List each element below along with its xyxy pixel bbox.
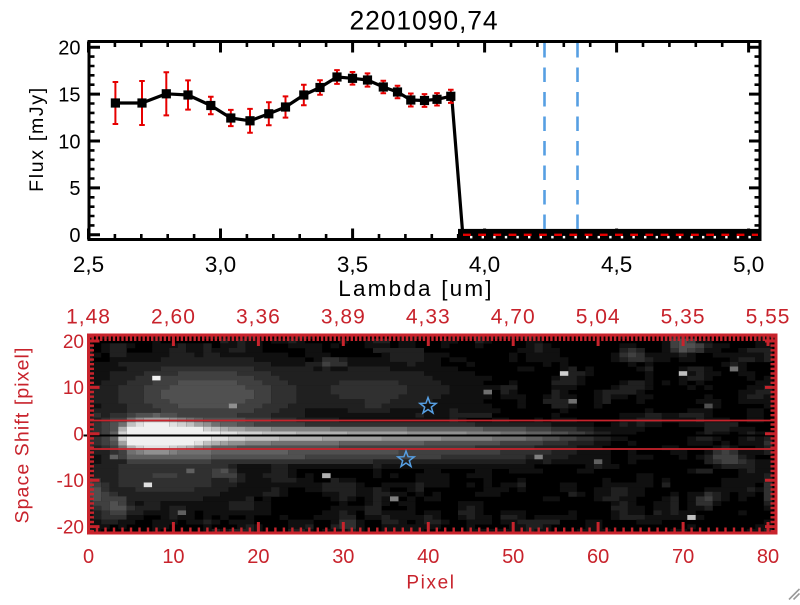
svg-text:30: 30 xyxy=(332,546,354,568)
svg-text:50: 50 xyxy=(502,546,524,568)
svg-text:0: 0 xyxy=(69,225,80,247)
svg-text:0: 0 xyxy=(83,546,94,568)
svg-text:Pixel: Pixel xyxy=(406,573,455,594)
svg-text:5,35: 5,35 xyxy=(661,306,706,329)
svg-text:5,55: 5,55 xyxy=(746,306,791,329)
svg-text:0: 0 xyxy=(73,425,84,446)
svg-text:5,0: 5,0 xyxy=(733,252,764,277)
svg-text:10: 10 xyxy=(162,546,184,568)
svg-text:4,5: 4,5 xyxy=(601,252,632,277)
svg-text:2,60: 2,60 xyxy=(151,306,196,329)
svg-text:60: 60 xyxy=(587,546,609,568)
svg-text:2,5: 2,5 xyxy=(73,252,104,277)
svg-text:Flux [mJy]: Flux [mJy] xyxy=(26,86,48,192)
svg-text:5: 5 xyxy=(69,178,80,200)
svg-text:-20: -20 xyxy=(57,517,84,538)
svg-text:5,04: 5,04 xyxy=(576,306,621,329)
svg-text:4,70: 4,70 xyxy=(491,306,536,329)
svg-text:Lambda [um]: Lambda [um] xyxy=(338,276,494,301)
svg-text:3,5: 3,5 xyxy=(337,252,368,277)
svg-text:10: 10 xyxy=(63,378,84,399)
svg-text:40: 40 xyxy=(417,546,439,568)
svg-text:-10: -10 xyxy=(57,471,84,492)
svg-text:4,0: 4,0 xyxy=(469,252,500,277)
svg-text:2201090,74: 2201090,74 xyxy=(349,5,498,35)
svg-text:3,89: 3,89 xyxy=(321,306,366,329)
svg-text:20: 20 xyxy=(58,38,80,60)
svg-text:20: 20 xyxy=(63,332,84,353)
svg-text:10: 10 xyxy=(58,131,80,153)
svg-text:80: 80 xyxy=(757,546,779,568)
svg-text:20: 20 xyxy=(247,546,269,568)
svg-text:3,36: 3,36 xyxy=(236,306,281,329)
svg-text:4,33: 4,33 xyxy=(406,306,451,329)
svg-text:Space Shift [pixel]: Space Shift [pixel] xyxy=(12,347,34,524)
svg-text:70: 70 xyxy=(672,546,694,568)
svg-text:15: 15 xyxy=(58,84,80,106)
svg-text:3,0: 3,0 xyxy=(205,252,236,277)
svg-text:1,48: 1,48 xyxy=(66,306,111,329)
